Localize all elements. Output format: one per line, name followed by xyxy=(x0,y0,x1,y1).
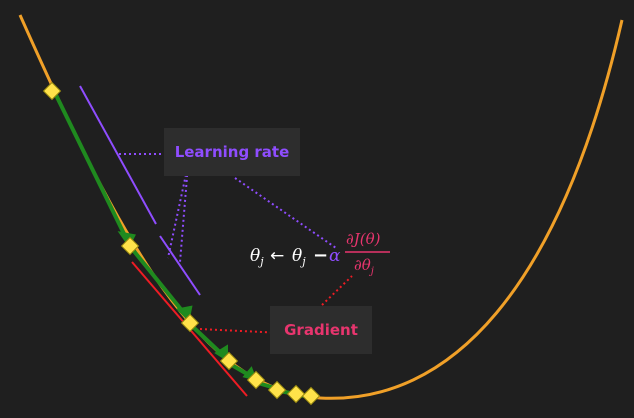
gradient-label: Gradient xyxy=(270,306,372,354)
gradient-numerator: ∂J(θ) xyxy=(346,230,381,248)
learning-rate-line-lower xyxy=(159,235,201,296)
svg-text:∂θj: ∂θj xyxy=(354,256,374,277)
assign-arrow: ← xyxy=(270,246,284,266)
theta-lhs-sub: j xyxy=(257,255,264,268)
step-markers xyxy=(42,81,321,406)
gradient-denominator-sub: j xyxy=(369,266,374,277)
step-arrow-1 xyxy=(54,94,131,245)
step-marker-2 xyxy=(120,236,140,256)
step-arrow-2 xyxy=(131,248,190,320)
theta-rhs: θ xyxy=(292,246,302,266)
learning-rate-line-upper xyxy=(79,85,157,225)
alpha-symbol: α xyxy=(329,246,341,266)
step-marker-6 xyxy=(267,380,287,400)
step-marker-5 xyxy=(246,370,266,390)
gradient-connector-tangent xyxy=(199,328,283,334)
learning-rate-text: Learning rate xyxy=(174,143,290,161)
step-arrowhead-3 xyxy=(214,344,228,362)
lr-connector-upper xyxy=(167,164,189,259)
step-marker-7 xyxy=(286,384,306,404)
minus-sign: − xyxy=(313,245,328,266)
gradient-denominator: ∂θ xyxy=(354,256,371,274)
gradient-connector-fraction xyxy=(321,275,353,306)
update-rule-equation: θj ← θj − α ∂J(θ) ∂θj xyxy=(250,230,390,277)
theta-rhs-sub: j xyxy=(299,255,306,268)
step-marker-4 xyxy=(219,351,239,371)
lr-connector-lower xyxy=(179,164,189,263)
svg-text:θj: θj xyxy=(250,246,264,268)
step-marker-3 xyxy=(180,313,200,333)
step-marker-8 xyxy=(301,386,321,406)
step-arrowhead-2 xyxy=(175,305,193,323)
gradient-text: Gradient xyxy=(284,321,358,339)
step-marker-1 xyxy=(42,81,62,101)
learning-rate-label: Learning rate xyxy=(164,128,300,176)
theta-lhs: θ xyxy=(250,246,260,266)
svg-text:θj: θj xyxy=(292,246,306,268)
lr-connector-alpha xyxy=(234,177,337,249)
